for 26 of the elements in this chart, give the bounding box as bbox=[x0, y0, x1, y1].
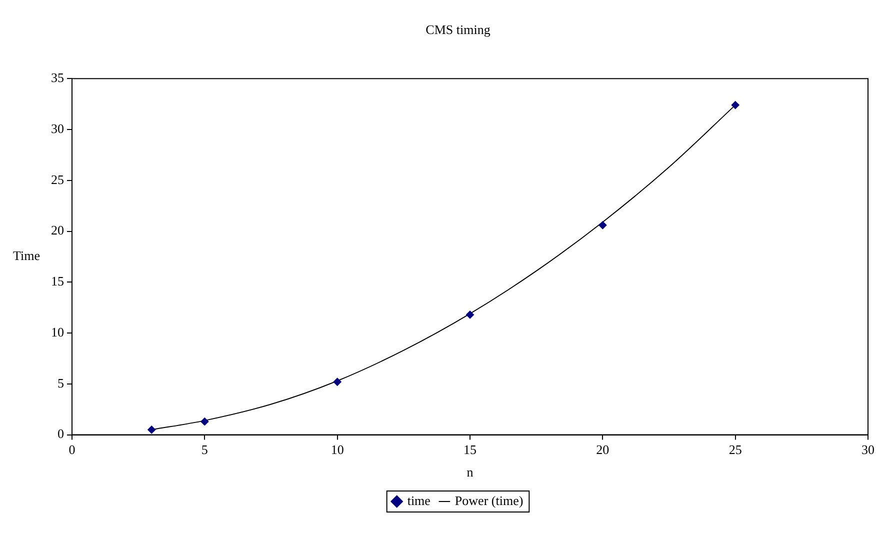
point bbox=[333, 378, 342, 386]
y-tick-label: 5 bbox=[58, 375, 64, 390]
y-tick-label: 15 bbox=[51, 274, 64, 289]
point bbox=[148, 426, 156, 434]
point bbox=[598, 221, 607, 230]
legend-label: time bbox=[407, 492, 431, 508]
x-tick-label: 30 bbox=[862, 442, 874, 458]
point bbox=[200, 418, 209, 426]
y-tick-label: 10 bbox=[51, 324, 64, 340]
y-tick-label: 35 bbox=[51, 70, 64, 86]
y-tick-label: 25 bbox=[51, 172, 64, 187]
x-tick-label: 10 bbox=[330, 442, 344, 458]
x-axis-title: n bbox=[466, 464, 474, 480]
y-tick-label: 20 bbox=[51, 222, 64, 238]
chart-title: CMS timing bbox=[426, 22, 491, 38]
x-tick-label: 5 bbox=[201, 442, 208, 458]
x-tick-label: 15 bbox=[464, 442, 476, 458]
point bbox=[731, 101, 740, 110]
point bbox=[466, 310, 474, 319]
x-tick-label: 0 bbox=[68, 442, 76, 458]
x-tick-label: 20 bbox=[596, 442, 610, 458]
y-tick-label: 0 bbox=[58, 426, 64, 442]
legend-label: Power (time) bbox=[454, 492, 524, 508]
x-tick-label: 25 bbox=[728, 442, 742, 458]
y-axis-title: Time bbox=[13, 248, 40, 264]
y-tick-label: 30 bbox=[51, 120, 64, 136]
